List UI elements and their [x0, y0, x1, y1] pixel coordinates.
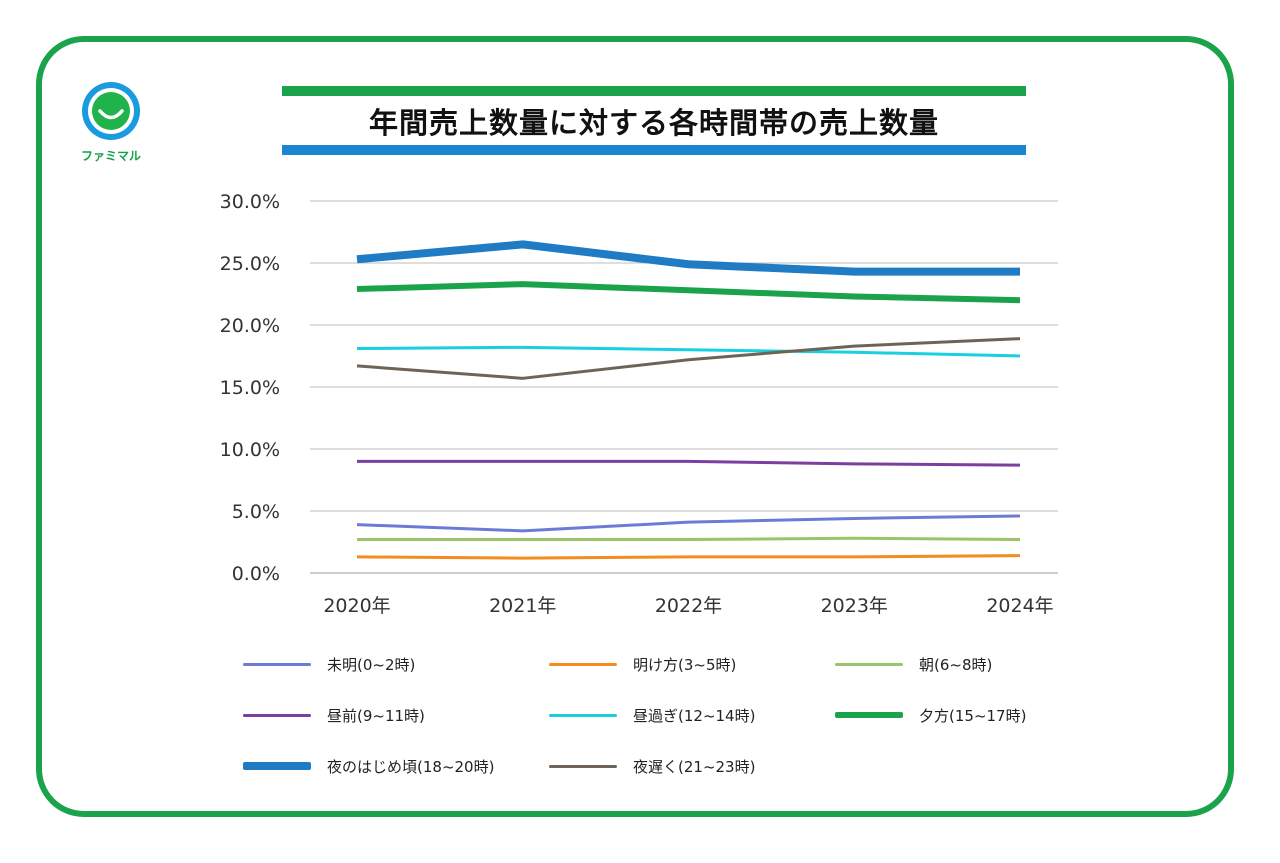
y-tick-label: 25.0%: [220, 253, 280, 275]
chart-title: 年間売上数量に対する各時間帯の売上数量: [368, 106, 939, 140]
x-tick-label: 2023年: [821, 595, 888, 617]
x-axis-ticks: 2020年 2021年 2022年 2023年 2024年: [323, 595, 1053, 617]
y-tick-label: 5.0%: [232, 501, 280, 523]
series-line-6: [356, 240, 1020, 276]
x-tick-label: 2024年: [986, 595, 1053, 617]
title-bar-bottom: [282, 145, 1026, 155]
logo-face: [92, 92, 130, 130]
outer-frame: [36, 36, 1234, 817]
series-line-2: [357, 536, 1021, 542]
x-tick-label: 2020年: [323, 595, 390, 617]
y-tick-label: 15.0%: [220, 377, 280, 399]
smile-icon: [98, 109, 124, 120]
series-line-7: [356, 337, 1021, 380]
x-tick-label: 2021年: [489, 595, 556, 617]
series-line-1: [356, 554, 1021, 560]
x-tick-label: 2022年: [655, 595, 722, 617]
series-lines: [356, 240, 1021, 560]
famimaru-logo-icon: [82, 82, 140, 140]
series-line-3: [357, 459, 1021, 467]
y-tick-label: 0.0%: [232, 563, 280, 585]
series-line-4: [356, 345, 1021, 358]
y-tick-label: 20.0%: [220, 315, 280, 337]
series-line-5: [356, 281, 1021, 304]
y-tick-label: 30.0%: [220, 191, 280, 213]
series-line-0: [356, 514, 1021, 533]
y-tick-label: 10.0%: [220, 439, 280, 461]
logo-text: ファミマル: [80, 149, 141, 163]
title-bar-top: [282, 86, 1026, 96]
y-axis-ticks: 0.0% 5.0% 10.0% 15.0% 20.0% 25.0% 30.0%: [220, 191, 280, 585]
